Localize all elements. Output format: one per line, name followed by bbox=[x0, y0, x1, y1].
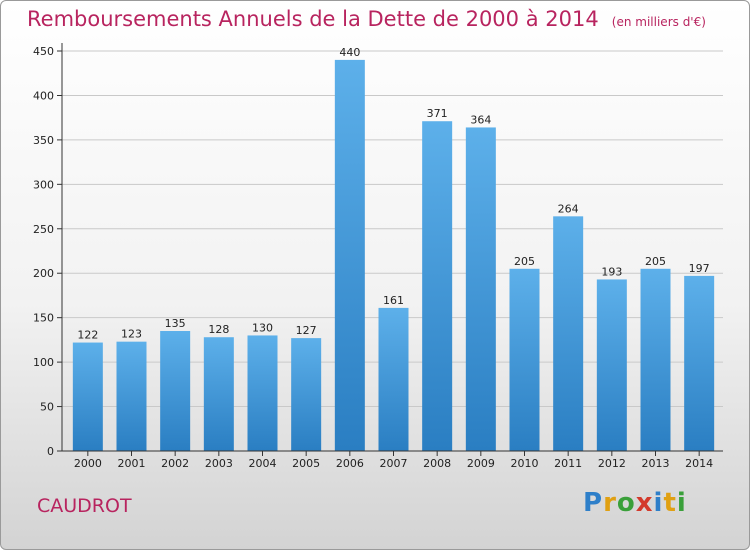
x-tick-label: 2009 bbox=[467, 457, 495, 470]
logo-letter: o bbox=[616, 488, 636, 518]
value-label-2012: 193 bbox=[601, 265, 622, 278]
x-tick-label: 2013 bbox=[642, 457, 670, 470]
axes bbox=[61, 43, 723, 452]
bar-2014 bbox=[684, 275, 715, 451]
logo-letter: r bbox=[603, 488, 617, 518]
value-label-2003: 128 bbox=[208, 323, 229, 336]
value-label-2006: 440 bbox=[339, 46, 360, 59]
y-tick-label: 100 bbox=[33, 356, 54, 369]
x-tick-label: 2003 bbox=[205, 457, 233, 470]
bar-2012 bbox=[596, 279, 627, 451]
x-tick-label: 2005 bbox=[292, 457, 320, 470]
y-tick-label: 450 bbox=[33, 45, 54, 58]
value-label-2004: 130 bbox=[252, 321, 273, 334]
y-tick-label: 50 bbox=[40, 401, 54, 414]
logo-letter: P bbox=[583, 488, 604, 518]
logo-letter: i bbox=[676, 488, 687, 518]
x-tick-label: 2001 bbox=[118, 457, 146, 470]
value-label-2000: 122 bbox=[77, 329, 98, 342]
proxiti-logo: Proxiti bbox=[583, 488, 687, 518]
bar-2011 bbox=[553, 216, 584, 451]
value-label-2009: 364 bbox=[470, 113, 491, 126]
bar-2006 bbox=[334, 59, 365, 452]
bar-2007 bbox=[378, 307, 409, 451]
y-tick-label: 350 bbox=[33, 134, 54, 147]
chart-title: Remboursements Annuels de la Dette de 20… bbox=[27, 7, 599, 31]
x-tick-label: 2000 bbox=[74, 457, 102, 470]
value-label-2011: 264 bbox=[558, 202, 579, 215]
value-label-2007: 161 bbox=[383, 294, 404, 307]
x-tick-label: 2006 bbox=[336, 457, 364, 470]
x-tick-label: 2010 bbox=[511, 457, 539, 470]
bar-2002 bbox=[160, 331, 191, 451]
x-axis-ticks: 2000 2001 2002 2003 2004 2005 2006 2007 2008 2009… bbox=[74, 451, 713, 470]
y-tick-label: 0 bbox=[47, 445, 54, 458]
bar-2000 bbox=[72, 342, 103, 451]
bar-2001 bbox=[116, 341, 147, 451]
x-tick-label: 2004 bbox=[249, 457, 277, 470]
y-tick-label: 150 bbox=[33, 312, 54, 325]
value-label-2002: 135 bbox=[165, 317, 186, 330]
bar-2005 bbox=[291, 338, 322, 451]
value-labels: 122 123 135 128 130 127 440 161 371 364 205 264 193 2… bbox=[77, 46, 709, 342]
bar-2010 bbox=[509, 268, 540, 451]
y-axis-ticks: 0 50 100 150 200 250 300 350 400 450 bbox=[33, 45, 62, 458]
value-label-2013: 205 bbox=[645, 255, 666, 268]
value-label-2014: 197 bbox=[689, 262, 710, 275]
chart-unit-note: (en milliers d'€) bbox=[611, 15, 706, 29]
x-tick-label: 2002 bbox=[161, 457, 189, 470]
logo-letter: x bbox=[635, 488, 654, 518]
bar-2008 bbox=[422, 121, 453, 451]
value-label-2008: 371 bbox=[427, 107, 448, 120]
value-label-2010: 205 bbox=[514, 255, 535, 268]
logo-letter: t bbox=[663, 488, 677, 518]
commune-name: CAUDROT bbox=[37, 495, 132, 517]
value-label-2001: 123 bbox=[121, 328, 142, 341]
chart-title-block: Remboursements Annuels de la Dette de 20… bbox=[27, 7, 706, 31]
x-tick-label: 2012 bbox=[598, 457, 626, 470]
y-tick-label: 200 bbox=[33, 267, 54, 280]
x-tick-label: 2011 bbox=[554, 457, 582, 470]
y-tick-label: 250 bbox=[33, 223, 54, 236]
bar-2004 bbox=[247, 335, 278, 451]
y-tick-label: 400 bbox=[33, 89, 54, 102]
x-tick-label: 2014 bbox=[685, 457, 713, 470]
x-tick-label: 2008 bbox=[423, 457, 451, 470]
bar-2013 bbox=[640, 268, 671, 451]
bars bbox=[72, 59, 715, 452]
value-label-2005: 127 bbox=[296, 324, 317, 337]
bar-2003 bbox=[203, 337, 234, 451]
bar-2009 bbox=[465, 127, 496, 451]
y-tick-label: 300 bbox=[33, 178, 54, 191]
x-tick-label: 2007 bbox=[380, 457, 408, 470]
logo-letter: i bbox=[653, 488, 664, 518]
